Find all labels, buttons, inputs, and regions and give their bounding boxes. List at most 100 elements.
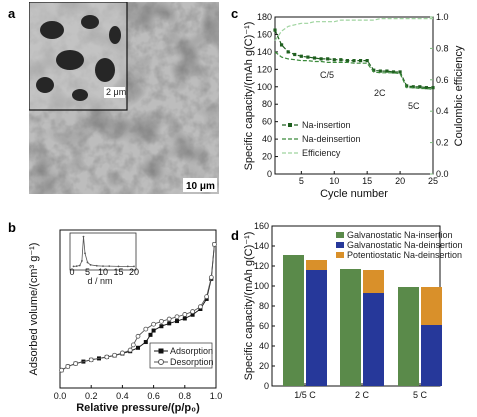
c-xtick-label: 5 — [299, 176, 304, 186]
b-inset-point — [133, 265, 135, 268]
b-point-desorption — [88, 357, 94, 363]
c-point-na-insertion — [418, 85, 422, 89]
c-series — [273, 18, 435, 90]
b-inset-point — [108, 265, 111, 267]
b-xlabel: Relative pressure/(p/p₀) — [76, 402, 200, 414]
b-series — [59, 241, 217, 373]
b-inset-xtick-label: 20 — [129, 267, 139, 277]
b-plot-frame — [59, 229, 217, 389]
c-legend-efficiency: Efficiency — [302, 148, 341, 158]
sem-inset-scale-bar: 2 μm — [106, 87, 126, 97]
d-bar-insertion — [340, 269, 361, 386]
d-bar-galv-deinsertion — [363, 293, 384, 386]
c-point-na-insertion — [372, 68, 376, 72]
b-point-desorption — [112, 352, 117, 358]
b-inset-point — [78, 264, 81, 267]
c-point-na-insertion — [352, 59, 356, 63]
b-point-desorption — [151, 321, 157, 327]
panel-c-label: c — [231, 6, 238, 21]
b-xtick-label: 0.4 — [116, 391, 129, 401]
isotherm-chart: b 0.0 0.2 0.4 0.6 0.8 1.0 Adsorbed volume/(cm… — [8, 220, 222, 414]
d-bars: 1/5 C 2 C 5 C — [283, 255, 442, 400]
d-bar-galv-deinsertion — [306, 270, 327, 386]
b-legend-adsorption: Adsorption — [170, 346, 213, 356]
c-annotation-2c: 2C — [374, 88, 386, 98]
b-point-adsorption — [136, 345, 140, 350]
b-inset-point — [75, 265, 78, 267]
b-inset-xtick-label: 10 — [98, 267, 108, 277]
b-point-desorption — [197, 304, 203, 310]
panel-b-label: b — [8, 220, 16, 235]
b-inset-point — [86, 261, 89, 264]
c-legend-deinsertion: Na-deinsertion — [302, 134, 361, 144]
d-bar-galv-deinsertion — [421, 325, 442, 386]
b-point-adsorption — [148, 332, 153, 337]
d-ytick-label: 40 — [259, 341, 269, 351]
b-axis-ticks: 0.0 0.2 0.4 0.6 0.8 1.0 — [54, 385, 223, 401]
b-xtick-label: 0.8 — [179, 391, 192, 401]
c-point-na-insertion — [411, 85, 415, 89]
c-legend-insertion: Na-insertion — [302, 120, 351, 130]
b-point-adsorption — [175, 319, 179, 324]
c-plot-frame — [274, 16, 434, 175]
b-point-desorption — [212, 241, 217, 247]
b-point-desorption — [174, 314, 180, 320]
b-inset-point — [102, 265, 104, 267]
c-point-na-insertion — [312, 56, 317, 60]
b-point-adsorption — [151, 328, 156, 333]
b-legend-marker-adsorption — [158, 348, 164, 354]
d-legend-galv-deinsertion: Galvanostatic Na-deinsertion — [347, 240, 463, 250]
c-series-line-na-deinsertion — [274, 51, 434, 90]
b-inset-point — [82, 235, 85, 238]
sem-inset-border — [29, 2, 128, 111]
c-point-na-insertion — [391, 70, 396, 74]
sem-scale-bar: 10 μm — [186, 181, 215, 192]
c-legend-marker-insertion — [288, 123, 292, 127]
sem-inset-pores — [36, 15, 121, 101]
d-ytick-label: 20 — [259, 361, 269, 371]
c-y2tick-label: 1.0 — [436, 12, 449, 22]
b-point-desorption — [65, 364, 71, 369]
d-bar-insertion — [398, 287, 419, 386]
c-axis-ticks: 5 10 15 20 25 0 20 40 60 80 100 120 140 160 180 0.0 0.2 0… — [257, 12, 449, 186]
d-xtick-label: 2 C — [355, 390, 370, 400]
b-point-desorption — [158, 318, 164, 324]
c-ytick-label: 100 — [257, 82, 272, 92]
sem-scale-box — [183, 178, 217, 192]
b-inset-xtick-label: 0 — [69, 267, 74, 277]
c-xtick-label: 25 — [428, 176, 438, 186]
b-point-adsorption — [167, 321, 172, 326]
d-ylabel: Specific capacity/(mAh g(C)⁻¹) — [243, 232, 255, 381]
b-inset-point — [72, 265, 75, 268]
b-point-adsorption — [190, 312, 195, 317]
c-xtick-label: 15 — [362, 176, 372, 186]
c-ytick-label: 180 — [257, 12, 272, 22]
d-ytick-label: 100 — [254, 281, 269, 291]
c-point-na-insertion — [385, 69, 389, 73]
b-point-desorption — [166, 316, 172, 322]
d-legend-pot-deinsertion: Potentiostatic Na-deinsertion — [347, 250, 462, 260]
c-ylabel: Specific capacity/(mAh g(C)⁻¹) — [243, 22, 255, 171]
b-ylabel: Adsorbed volume/(cm³ g⁻¹) — [28, 243, 40, 376]
c-point-na-insertion — [279, 43, 284, 47]
b-point-desorption — [135, 333, 141, 339]
c-point-na-insertion — [378, 69, 382, 73]
b-point-desorption — [182, 312, 188, 317]
b-xtick-label: 1.0 — [210, 391, 223, 401]
c-ytick-label: 120 — [257, 64, 272, 74]
c-y2tick-label: 0.4 — [436, 106, 449, 116]
d-ytick-label: 160 — [254, 221, 269, 231]
c-point-na-insertion — [273, 28, 277, 32]
rate-bar-chart: d 0 20 40 60 80 100 120 140 160 1/5 C 2 C 5 C Spec… — [231, 221, 463, 400]
c-point-na-insertion — [326, 57, 330, 61]
d-legend-swatch-galv-deins — [336, 242, 344, 248]
b-point-desorption — [190, 309, 196, 314]
b-inset-xtick-label: 5 — [85, 267, 90, 277]
c-point-na-insertion — [286, 50, 290, 54]
c-y2tick-label: 0.0 — [436, 169, 449, 179]
d-bar-pot-deinsertion — [363, 270, 384, 293]
c-point-na-insertion — [365, 59, 369, 63]
b-point-desorption — [120, 350, 125, 356]
b-inset-xtick-label: 15 — [113, 267, 123, 277]
b-inset-chart: 0 5 10 15 20 — [69, 235, 139, 277]
